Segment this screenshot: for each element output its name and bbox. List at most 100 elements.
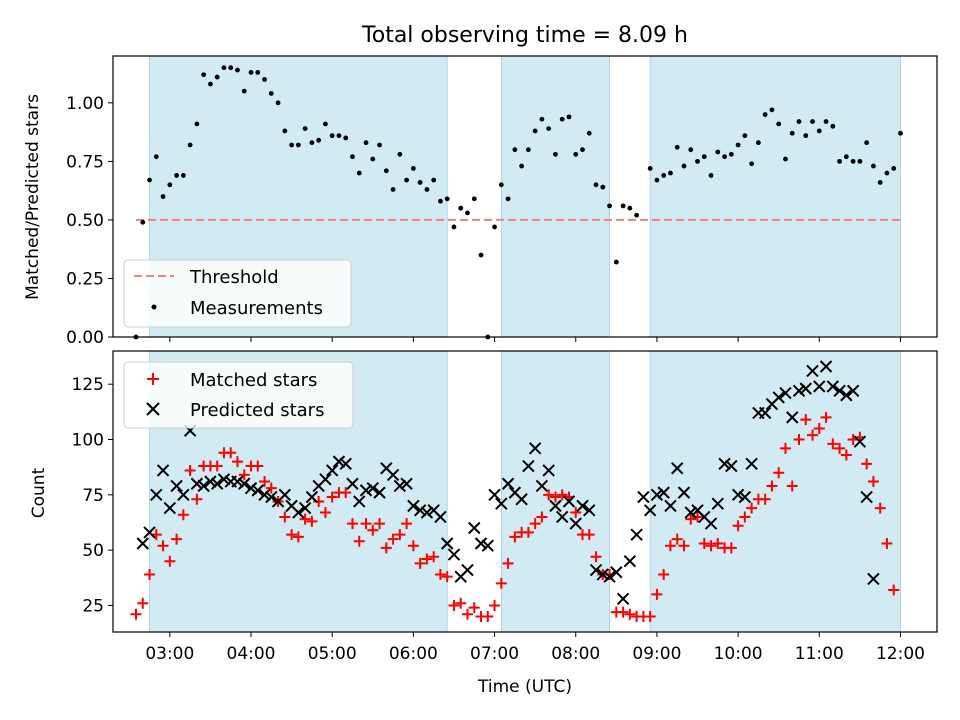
measurement-point [776,121,782,127]
predicted-star-point [711,497,725,510]
top-legend-box [123,259,352,328]
predicted-star-point [488,488,501,502]
measurement-point [823,119,829,124]
measurement-point [695,158,700,164]
matched-star-point [888,584,900,596]
measurement-point [546,126,552,131]
matched-star-point [624,608,636,620]
matched-star-point [800,414,812,426]
matched-star-point [590,551,602,563]
matched-star-point [455,597,467,609]
measurement-point [492,224,497,230]
matched-star-point [387,533,399,545]
matched-star-point [543,489,555,501]
matched-star-point [211,460,223,472]
matched-star-point [144,568,156,580]
measurement-point [728,151,734,157]
matched-star-point [346,518,358,530]
top-y-axis-label: Matched/Predicted stars [23,94,43,300]
observing-window [649,350,901,633]
measurement-point [519,163,525,169]
predicted-star-point [650,488,664,502]
measurement-point [363,140,369,146]
matched-star-point [583,529,595,541]
matched-star-point [421,553,433,565]
measurement-point [404,177,410,183]
matched-star-point [712,537,724,549]
matched-star-point [881,537,893,549]
predicted-star-point [637,490,650,504]
predicted-star-point [501,477,515,490]
matched-star-points [130,411,900,623]
measurement-point [302,126,308,131]
matched-star-point [827,438,839,450]
matched-star-point [434,568,446,580]
predicted-star-point [150,488,163,502]
measurement-point [553,151,558,157]
top-legend: Threshold Measurements [123,259,352,328]
x-tick-label: 06:00 [389,644,438,664]
measurement-point [174,173,179,178]
predicted-star-point [434,510,447,524]
predicted-star-point [156,464,170,477]
measurement-point [688,147,694,153]
measurement-point [864,140,870,146]
matched-star-point [353,535,365,547]
predicted-star-point [393,479,407,493]
measurement-point [627,205,633,211]
matched-star-point [374,518,386,530]
measurement-point [356,170,362,176]
measurement-point [438,198,443,204]
predicted-star-point [244,481,258,495]
predicted-star-point [542,464,555,477]
top-x-ticks [169,337,901,342]
matched-star-point [367,524,379,536]
measurement-point [674,144,680,150]
matched-star-point [867,476,879,488]
predicted-star-point [616,592,630,606]
measurement-point [275,100,281,106]
predicted-star-point [860,490,873,504]
matched-star-point [617,606,629,618]
matched-star-point [746,502,758,514]
matched-star-point [739,511,751,523]
matched-star-point [360,518,372,530]
measurement-point [607,203,612,209]
matched-star-point [502,557,514,569]
measurement-point [539,116,545,122]
predicted-star-point [332,455,346,468]
predicted-star-point [420,506,434,519]
measurement-point [796,119,802,124]
x-tick-label: 07:00 [470,644,519,664]
predicted-star-point [217,473,231,486]
x-axis-label: Time (UTC) [477,677,572,697]
measurement-point [228,65,234,71]
predicted-star-point [596,568,610,581]
matched-legend-swatch [147,373,159,385]
predicted-star-point [853,435,867,448]
matched-star-point [482,611,494,623]
matched-star-point [299,513,311,525]
top-y-ticks: 0.00 0.25 0.50 0.75 1.00 [66,94,113,348]
predicted-star-point [610,566,623,579]
predicted-star-point [298,501,312,515]
matched-star-point [171,533,183,545]
measurement-point [715,149,721,155]
predicted-star-point [589,563,603,577]
measurement-point [789,130,795,136]
predicted-star-point [265,490,278,504]
matched-star-point [671,533,683,545]
matched-star-point [807,429,819,441]
matched-star-point [448,599,460,611]
matched-star-point [441,571,453,583]
predicted-star-point [819,360,833,373]
matched-star-point [664,540,676,552]
predicted-star-point [231,475,244,488]
y-tick-label: 0.00 [66,328,104,348]
predicted-star-point [786,411,799,424]
y-tick-label: 0.75 [66,152,104,172]
measurement-point [140,219,146,225]
matched-star-point [786,480,798,492]
measurement-point [370,156,376,162]
matched-star-point [658,568,670,580]
